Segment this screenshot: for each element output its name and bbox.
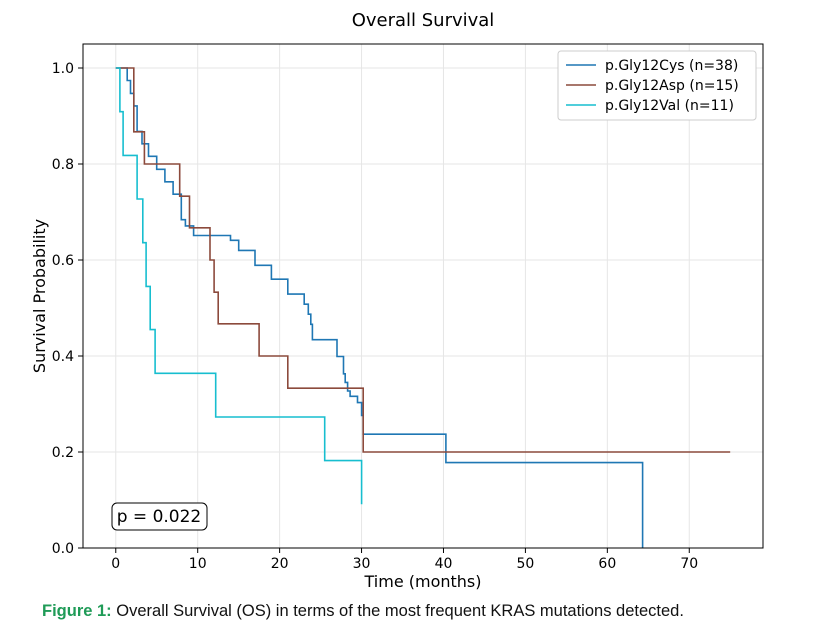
series-line-p-gly12val [115, 67, 363, 505]
caption-label: Figure 1: [42, 602, 112, 620]
plot-frame [82, 43, 764, 549]
axis-ticks: 0 10 20 30 40 50 60 70 0.0 0.2 0.4 0.6 0.8 1.0 [52, 61, 698, 572]
p-value-annotation: p = 0.022 [111, 502, 208, 531]
y-tick-label: 0.4 [52, 349, 74, 365]
x-tick-label: 0 [111, 556, 120, 572]
y-tick-label: 0.6 [52, 253, 74, 269]
p-value-box [111, 502, 208, 531]
y-tick-label: 0.0 [52, 541, 74, 557]
y-tick-label: 0.2 [52, 445, 74, 461]
x-tick-label: 10 [189, 556, 207, 572]
x-tick-label: 40 [435, 556, 453, 572]
caption-text: Overall Survival (OS) in terms of the mo… [111, 602, 684, 620]
legend: p.Gly12Cys (n=38) p.Gly12Asp (n=15) p.Gly1… [557, 50, 757, 121]
figure-caption: Figure 1: Overall Survival (OS) in terms… [42, 602, 684, 621]
x-axis-label: Time (months) [364, 572, 482, 591]
y-tick-label: 0.8 [52, 157, 74, 173]
x-tick-label: 50 [516, 556, 534, 572]
p-value-text: p = 0.022 [117, 507, 202, 527]
plot-background [83, 44, 763, 548]
y-tick-label: 1.0 [52, 61, 74, 77]
legend-label-p-gly12val: p.Gly12Val (n=11) [605, 98, 734, 114]
series-line-p-gly12asp [115, 67, 731, 453]
chart-title: Overall Survival [352, 10, 495, 31]
x-tick-label: 20 [271, 556, 289, 572]
legend-label-p-gly12asp: p.Gly12Asp (n=15) [605, 78, 739, 94]
legend-label-p-gly12cys: p.Gly12Cys (n=38) [605, 58, 738, 74]
x-tick-label: 70 [680, 556, 698, 572]
x-tick-label: 30 [353, 556, 371, 572]
legend-box [557, 50, 757, 121]
y-axis-label: Survival Probability [30, 219, 49, 373]
series-lines [115, 67, 731, 548]
survival-chart: 0 10 20 30 40 50 60 70 0.0 0.2 0.4 0.6 0.8 1.0 Overal… [30, 10, 764, 591]
x-tick-label: 60 [598, 556, 616, 572]
